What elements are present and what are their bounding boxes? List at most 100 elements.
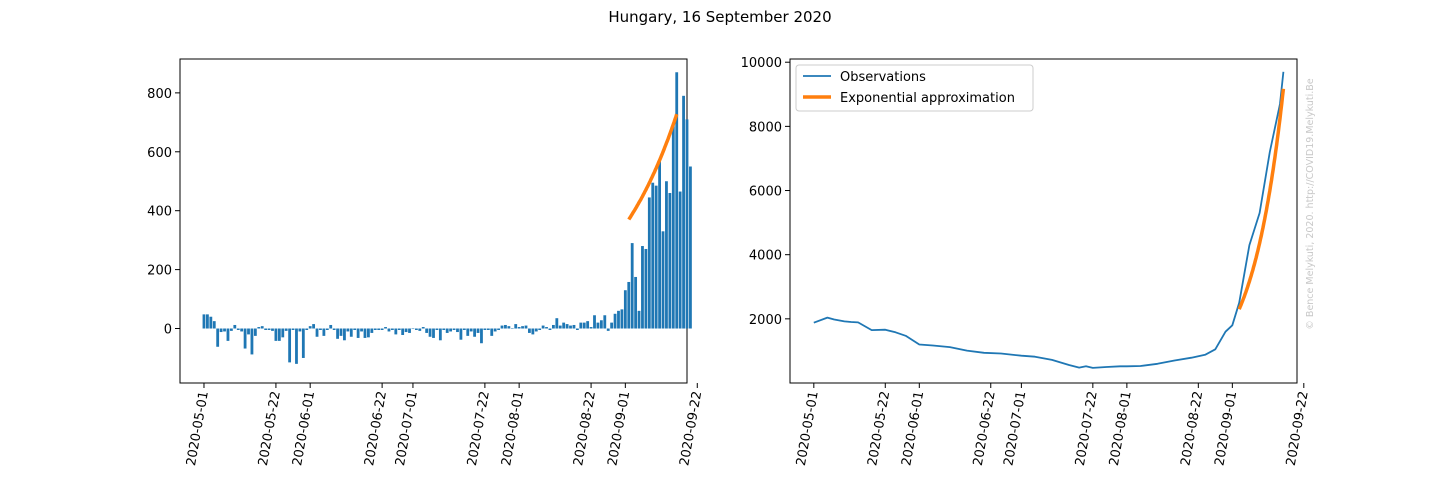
figure-title: Hungary, 16 September 2020 xyxy=(608,8,831,26)
left-y-ticks: 0 200 400 600 800 xyxy=(147,87,180,338)
bar xyxy=(390,328,394,330)
left-approximation xyxy=(627,113,679,221)
bar xyxy=(689,166,692,329)
right-x-tick-label: 2020-05-01 xyxy=(794,390,822,467)
legend: Observations Exponential approximation xyxy=(795,64,1034,112)
bar xyxy=(565,324,569,329)
left-x-tick-label: 2020-07-01 xyxy=(393,390,421,467)
bar xyxy=(291,328,295,330)
bar xyxy=(558,325,562,329)
bar xyxy=(641,246,644,329)
bar xyxy=(353,328,357,330)
bar xyxy=(651,182,655,329)
bar xyxy=(435,328,439,330)
bar xyxy=(206,314,209,329)
bar xyxy=(223,328,226,332)
bar xyxy=(349,328,353,337)
bar xyxy=(373,328,377,330)
bar xyxy=(610,322,614,329)
bar xyxy=(240,328,244,332)
bar xyxy=(682,95,685,329)
bar xyxy=(452,328,456,330)
bar xyxy=(579,322,583,329)
right-x-tick-label: 2020-06-22 xyxy=(971,390,999,467)
watermark: © Bence Melykuti, 2020. http://COVID19.M… xyxy=(1305,78,1316,329)
bar xyxy=(236,328,240,330)
bar xyxy=(229,328,233,331)
bar xyxy=(486,328,490,330)
bar xyxy=(490,328,494,336)
bar xyxy=(411,328,415,330)
bar xyxy=(367,328,370,338)
bar xyxy=(606,328,610,331)
left-x-tick-label: 2020-07-22 xyxy=(465,390,493,467)
legend-approximation-label: Exponential approximation xyxy=(840,91,1015,106)
right-x-tick-label: 2020-07-22 xyxy=(1073,390,1101,467)
bar xyxy=(541,325,545,329)
bar xyxy=(528,328,531,333)
bar xyxy=(404,328,408,333)
bar xyxy=(257,327,261,329)
bar xyxy=(534,328,538,332)
bar xyxy=(456,328,459,333)
bar xyxy=(301,328,305,358)
left-x-tick-label: 2020-08-01 xyxy=(499,390,527,467)
bar xyxy=(438,328,442,341)
bar xyxy=(336,328,339,339)
bar xyxy=(356,328,360,338)
bar xyxy=(562,322,566,329)
bar xyxy=(671,123,675,329)
bar xyxy=(678,191,682,329)
bar xyxy=(582,322,586,329)
bar xyxy=(264,328,268,330)
bar xyxy=(428,328,432,337)
bar xyxy=(500,325,504,329)
bar xyxy=(685,119,689,329)
left-x-ticks: 2020-05-01 2020-05-22 2020-06-01 2020-06-22… xyxy=(184,383,705,467)
bar xyxy=(421,327,425,329)
right-y-tick-label: 6000 xyxy=(749,185,782,200)
bar xyxy=(630,243,634,329)
bar xyxy=(370,328,374,333)
bar xyxy=(462,328,466,330)
bar xyxy=(432,328,435,338)
bar xyxy=(414,328,418,330)
bar xyxy=(260,326,264,329)
bar xyxy=(332,328,336,330)
legend-observations-label: Observations xyxy=(840,70,926,85)
approximation-line xyxy=(1237,88,1286,310)
bar xyxy=(284,328,288,331)
bar xyxy=(312,324,316,329)
right-y-tick-label: 4000 xyxy=(749,249,782,264)
bar xyxy=(668,193,672,329)
bar xyxy=(247,328,250,335)
right-x-tick-label: 2020-08-01 xyxy=(1107,390,1135,467)
bar xyxy=(212,321,216,329)
bar xyxy=(322,328,326,336)
bar xyxy=(449,328,453,332)
bar xyxy=(675,72,679,329)
bar xyxy=(493,328,497,332)
bar xyxy=(586,321,590,329)
bar xyxy=(647,197,651,329)
bar xyxy=(575,328,579,330)
bar xyxy=(267,328,271,330)
bar xyxy=(343,328,346,341)
bar xyxy=(459,328,463,340)
bar xyxy=(555,318,559,329)
bar xyxy=(418,328,422,331)
legend-box xyxy=(795,64,1034,112)
right-x-ticks: 2020-05-01 2020-05-22 2020-06-01 2020-06-22… xyxy=(794,383,1312,467)
left-y-tick-label: 400 xyxy=(147,205,172,220)
bar xyxy=(360,328,363,332)
bar xyxy=(514,324,518,329)
bar xyxy=(504,324,507,329)
bar xyxy=(531,328,535,335)
bar xyxy=(308,326,312,329)
bar xyxy=(613,313,617,329)
bar xyxy=(226,328,230,341)
bar xyxy=(627,281,631,329)
bar xyxy=(202,314,206,329)
bar xyxy=(315,328,319,337)
